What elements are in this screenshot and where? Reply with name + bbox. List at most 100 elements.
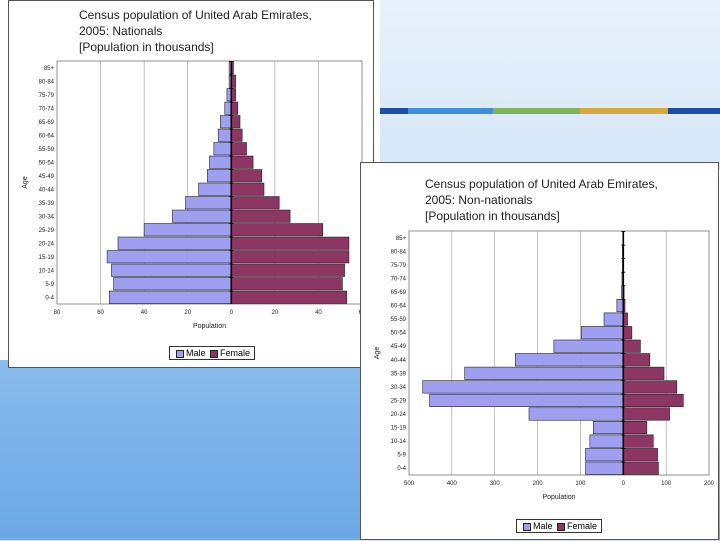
bar-male	[529, 408, 623, 420]
bar-female	[231, 183, 264, 195]
x-tick-label: 200	[704, 481, 715, 487]
x-tick-label: 20	[272, 310, 279, 316]
non-nationals-chart-card: Census population of United Arab Emirate…	[360, 162, 719, 540]
bar-female	[231, 197, 279, 209]
bar-male	[430, 394, 624, 406]
x-tick-label: 40	[315, 310, 322, 316]
header-panel	[380, 0, 720, 170]
bar-male	[199, 183, 232, 195]
y-tick-label: 75-79	[391, 263, 407, 269]
x-tick-label: 500	[404, 481, 415, 487]
x-tick-label: 400	[447, 481, 458, 487]
y-tick-label: 5-9	[45, 282, 54, 288]
bar-female	[231, 278, 342, 290]
y-tick-label: 0-4	[397, 466, 406, 472]
bar-male	[515, 354, 623, 366]
y-tick-label: 55-59	[391, 317, 407, 323]
y-tick-label: 80-84	[39, 79, 55, 85]
y-tick-label: 20-24	[391, 412, 407, 418]
bar-male	[111, 264, 231, 276]
bar-male	[617, 299, 623, 311]
bar-female	[231, 264, 344, 276]
bar-female	[623, 340, 640, 352]
x-tick-label: 20	[184, 310, 191, 316]
bar-female	[231, 102, 238, 114]
bar-female	[231, 251, 349, 263]
y-tick-label: 35-39	[391, 371, 407, 377]
chart-legend: Male Female	[516, 519, 602, 533]
bar-female	[623, 421, 647, 433]
bar-male	[118, 237, 231, 249]
legend-male-label: Male	[186, 348, 206, 358]
x-tick-label: 60	[97, 310, 104, 316]
bar-female	[231, 224, 322, 236]
bar-female	[623, 462, 658, 474]
bar-male	[586, 462, 624, 474]
y-tick-label: 60-64	[391, 304, 407, 310]
bar-female	[231, 291, 346, 303]
bar-male	[225, 102, 232, 114]
bar-female	[623, 394, 683, 406]
bar-female	[231, 143, 246, 155]
bar-male	[593, 421, 623, 433]
bar-male	[604, 313, 623, 325]
plot-frame	[409, 231, 709, 475]
legend-male-label: Male	[533, 521, 553, 531]
bar-male	[220, 116, 231, 128]
bar-male	[465, 367, 624, 379]
y-tick-label: 50-54	[391, 331, 407, 337]
y-tick-label: 25-29	[39, 228, 55, 234]
x-axis-label: Population	[193, 323, 226, 330]
bar-male	[214, 143, 231, 155]
bar-male	[144, 224, 231, 236]
legend-female-label: Female	[567, 521, 597, 531]
x-tick-label: 300	[490, 481, 501, 487]
y-tick-label: 30-34	[39, 214, 55, 220]
bar-female	[623, 435, 653, 447]
y-tick-label: 20-24	[39, 241, 55, 247]
bar-female	[623, 367, 664, 379]
bar-female	[231, 156, 253, 168]
y-axis-label: Age	[374, 347, 381, 360]
bar-female	[231, 129, 242, 141]
y-tick-label: 80-84	[391, 249, 407, 255]
y-tick-label: 55-59	[39, 147, 55, 153]
legend-male-swatch	[523, 523, 531, 531]
y-tick-label: 0-4	[45, 295, 54, 301]
bar-female	[623, 354, 650, 366]
stripe-seg-3	[493, 108, 580, 114]
x-tick-label: 0	[622, 481, 626, 487]
y-tick-label: 10-14	[39, 268, 55, 274]
bar-female	[623, 326, 632, 338]
bar-male	[172, 210, 231, 222]
bar-male	[207, 170, 231, 182]
bar-male	[186, 197, 232, 209]
y-tick-label: 5-9	[397, 453, 406, 459]
y-tick-label: 85+	[44, 66, 55, 72]
chart-legend: Male Female	[169, 346, 255, 360]
y-tick-label: 10-14	[391, 439, 407, 445]
bar-male	[218, 129, 231, 141]
stripe-seg-4	[580, 108, 668, 114]
y-tick-label: 40-44	[391, 358, 407, 364]
x-axis-label: Population	[542, 494, 575, 501]
legend-female-swatch	[210, 350, 218, 358]
nationals-pyramid-plot: 8060402002040600-45-910-1415-1920-2425-2…	[9, 1, 375, 369]
x-tick-label: 0	[230, 310, 234, 316]
bar-female	[623, 408, 669, 420]
y-tick-label: 60-64	[39, 133, 55, 139]
y-tick-label: 15-19	[39, 255, 55, 261]
y-tick-label: 65-69	[39, 120, 55, 126]
bar-male	[586, 448, 624, 460]
y-tick-label: 70-74	[39, 106, 55, 112]
y-tick-label: 65-69	[391, 290, 407, 296]
x-tick-label: 40	[141, 310, 148, 316]
legend-female-swatch	[557, 523, 565, 531]
stripe-seg-1	[380, 108, 408, 114]
y-tick-label: 45-49	[39, 174, 55, 180]
y-tick-label: 35-39	[39, 201, 55, 207]
stripe-seg-5	[668, 108, 720, 114]
bar-male	[114, 278, 232, 290]
x-tick-label: 200	[533, 481, 544, 487]
